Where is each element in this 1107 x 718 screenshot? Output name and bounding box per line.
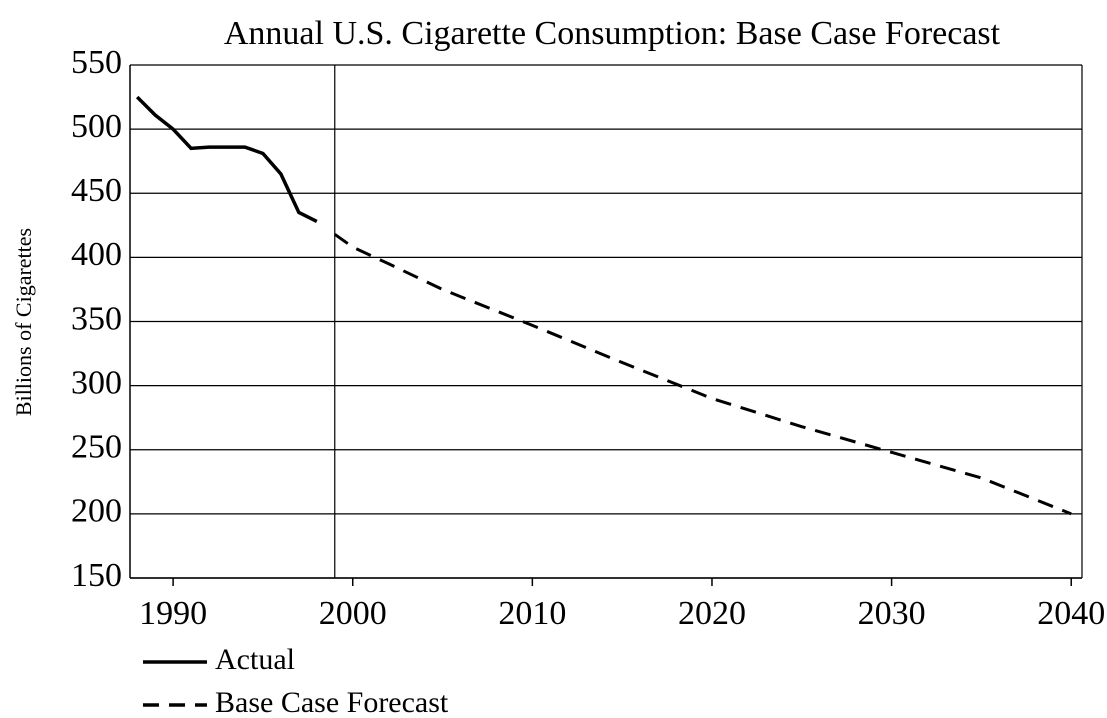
series-line (333, 233, 1072, 516)
y-tick-label: 350 (71, 300, 122, 337)
y-tick-label: 550 (71, 44, 122, 81)
x-tick-label: 2000 (319, 595, 387, 632)
series-line (135, 95, 318, 224)
legend-label: Actual (215, 643, 295, 676)
legend-label: Base Case Forecast (215, 686, 449, 718)
y-tick-label: 200 (71, 493, 122, 530)
x-tick-label: 2010 (498, 595, 566, 632)
y-tick-label: 400 (71, 236, 122, 273)
x-tick-label: 1990 (139, 595, 207, 632)
x-tick-label: 2020 (678, 595, 746, 632)
y-tick-label: 450 (71, 172, 122, 209)
x-tick-label: 2040 (1037, 595, 1105, 632)
y-axis-label: Billions of Cigarettes (11, 228, 36, 416)
y-tick-label: 300 (71, 364, 122, 401)
y-tick-label: 250 (71, 429, 122, 466)
y-tick-label: 500 (71, 108, 122, 145)
chart-title: Annual U.S. Cigarette Consumption: Base … (224, 15, 1001, 52)
x-tick-label: 2030 (858, 595, 926, 632)
y-tick-label: 150 (71, 557, 122, 594)
